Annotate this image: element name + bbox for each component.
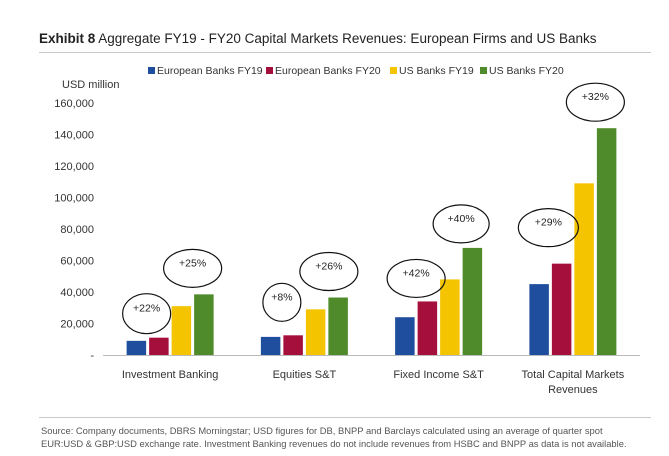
x-tick-label-3-line1: Revenues	[548, 384, 598, 396]
bar-0-1	[149, 337, 169, 355]
legend-label-3: US Banks FY20	[489, 65, 564, 77]
bar-1-2	[305, 309, 326, 355]
y-tick-label-6: 120,000	[54, 161, 94, 173]
x-tick-label-3: Total Capital Markets	[522, 369, 625, 381]
annotation-ellipse-3	[299, 251, 359, 292]
y-tick-label-2: 40,000	[60, 287, 94, 299]
bottom-rule	[39, 417, 651, 418]
annotation-ellipse-6	[517, 208, 579, 248]
bar-1-3	[328, 297, 348, 355]
x-tick-label-2: Fixed Income S&T	[393, 369, 484, 381]
bar-2-1	[417, 301, 438, 355]
title-text: Aggregate FY19 - FY20 Capital Markets Re…	[98, 31, 597, 46]
bar-1-1	[283, 335, 303, 355]
legend-swatch-3	[480, 67, 487, 74]
y-tick-label-4: 80,000	[60, 224, 94, 236]
bar-2-0	[395, 317, 415, 355]
bar-2-3	[462, 247, 483, 355]
annotation-label-2: +8%	[271, 291, 292, 303]
source-note: Source: Company documents, DBRS Mornings…	[41, 424, 661, 450]
annotation-label-3: +26%	[315, 261, 342, 273]
chart-title: Exhibit 8 Aggregate FY19 - FY20 Capital …	[39, 31, 597, 46]
x-tick-label-0: Investment Banking	[122, 369, 219, 381]
y-tick-label-5: 100,000	[54, 193, 94, 205]
y-tick-label-0: -	[90, 350, 94, 362]
y-tick-label-3: 60,000	[60, 256, 94, 268]
annotation-label-7: +32%	[582, 91, 609, 103]
legend-swatch-0	[148, 67, 155, 74]
bar-2-2	[440, 279, 460, 355]
source-line-2: EUR:USD & GBP:USD exchange rate. Investm…	[41, 438, 627, 449]
annotation-ellipse-2	[262, 282, 302, 322]
annotation-label-0: +22%	[133, 303, 160, 315]
legend-label-2: US Banks FY19	[399, 65, 474, 77]
annotation-ellipse-0	[122, 293, 172, 335]
bar-3-1	[551, 263, 572, 355]
annotation-label-1: +25%	[179, 257, 206, 269]
annotation-ellipse-7	[565, 82, 625, 122]
legend-label-0: European Banks FY19	[157, 65, 263, 77]
bar-0-3	[194, 294, 214, 355]
y-tick-label-8: 160,000	[54, 98, 94, 110]
y-tick-label-1: 20,000	[60, 319, 94, 331]
legend-label-1: European Banks FY20	[275, 65, 381, 77]
exhibit-label: Exhibit 8	[39, 31, 96, 46]
annotation-label-6: +29%	[535, 217, 562, 229]
bar-0-2	[171, 306, 192, 355]
source-line-1: Source: Company documents, DBRS Mornings…	[41, 425, 603, 436]
top-rule	[39, 52, 651, 53]
legend-swatch-2	[390, 67, 397, 74]
bar-chart: USD million - 20,000 40,000 60,000 80,000 100,…	[54, 65, 640, 396]
bar-0-0	[126, 340, 147, 355]
legend-swatch-1	[266, 67, 273, 74]
annotation-ellipse-4	[386, 258, 446, 299]
bar-1-0	[260, 336, 281, 355]
annotation-ellipse-1	[163, 248, 223, 288]
annotation-ellipse-5	[432, 204, 490, 244]
y-tick-label-7: 140,000	[54, 130, 94, 142]
x-tick-label-1: Equities S&T	[273, 369, 337, 381]
bar-3-3	[596, 128, 617, 355]
y-axis-label: USD million	[62, 79, 119, 91]
bar-3-0	[529, 284, 549, 355]
bar-3-2	[574, 183, 594, 355]
annotation-label-5: +40%	[448, 213, 475, 225]
annotation-label-4: +42%	[403, 267, 430, 279]
